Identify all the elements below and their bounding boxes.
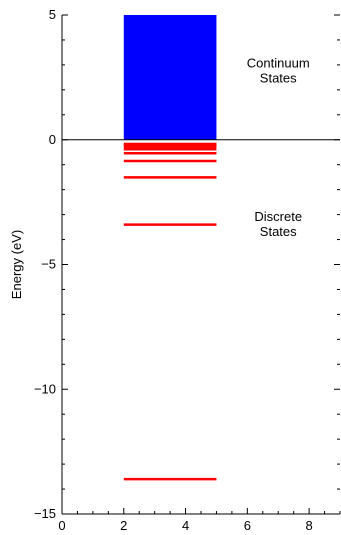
- discrete-annotation-line: Discrete: [254, 209, 302, 224]
- y-tick-label: 0: [49, 132, 56, 147]
- x-tick-label: 0: [58, 518, 65, 533]
- y-tick-label: −10: [34, 381, 56, 396]
- continuum-annotation-line: States: [260, 71, 297, 86]
- discrete-annotation-line: States: [260, 224, 297, 239]
- axes: [61, 14, 341, 515]
- x-tick-label: 2: [120, 518, 127, 533]
- y-tick-label: 5: [49, 7, 56, 22]
- x-tick-label: 6: [244, 518, 251, 533]
- x-tick-label: 8: [305, 518, 312, 533]
- data-marks: [123, 15, 217, 481]
- continuum-annotation-line: Continuum: [247, 56, 310, 71]
- continuum-band: [123, 15, 217, 140]
- y-tick-label: −5: [41, 257, 56, 272]
- y-tick-label: −15: [34, 506, 56, 521]
- y-axis-label: Energy (eV): [9, 230, 24, 299]
- x-tick-label: 4: [182, 518, 189, 533]
